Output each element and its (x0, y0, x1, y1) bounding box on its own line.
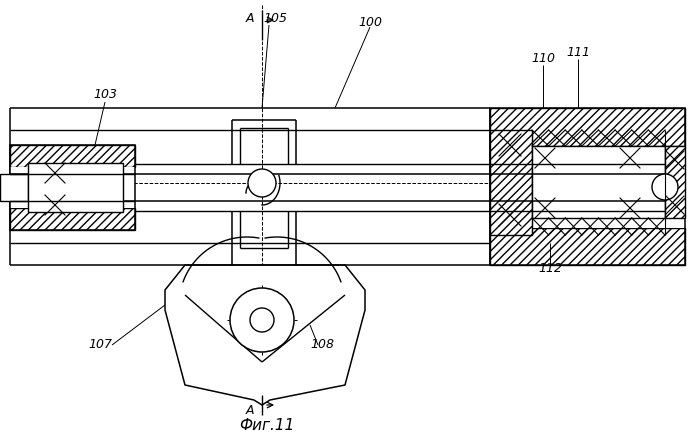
Text: 105: 105 (263, 12, 287, 25)
Text: 112: 112 (538, 261, 562, 274)
Circle shape (652, 174, 678, 200)
Bar (490, 130, 532, 235)
Text: 111: 111 (566, 45, 590, 58)
Bar (490, 228, 685, 265)
Text: 107: 107 (88, 339, 112, 352)
Bar (490, 108, 685, 265)
Circle shape (250, 308, 274, 332)
Bar (10, 167, 135, 208)
Bar (28, 163, 123, 212)
Circle shape (230, 288, 294, 352)
Bar (490, 108, 685, 146)
Polygon shape (165, 265, 365, 405)
Text: 103: 103 (93, 89, 117, 102)
Text: 108: 108 (310, 339, 334, 352)
Bar (665, 146, 685, 218)
Circle shape (248, 169, 276, 197)
Text: A: A (246, 403, 254, 416)
Text: Фиг.11: Фиг.11 (239, 417, 295, 432)
Text: A: A (246, 12, 254, 25)
Text: 100: 100 (358, 16, 382, 29)
Bar (10, 145, 135, 167)
Bar (10, 208, 135, 230)
Text: 110: 110 (531, 51, 555, 64)
Bar (0, 174, 28, 201)
Bar (490, 146, 685, 228)
Bar (532, 146, 665, 218)
Bar (10, 145, 135, 230)
